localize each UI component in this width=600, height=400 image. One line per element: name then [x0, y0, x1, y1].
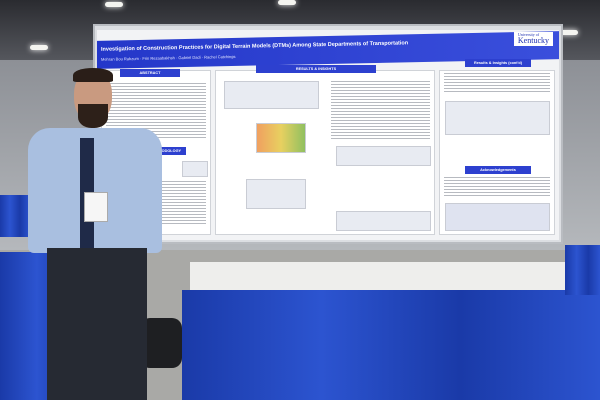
ceiling-light: [105, 2, 123, 7]
map-figure: [182, 161, 208, 177]
side-table: [0, 195, 30, 237]
text-block: [331, 81, 430, 141]
table-top: [190, 262, 580, 292]
ceiling-light: [30, 45, 48, 50]
poster-title: Investigation of Construction Practices …: [101, 40, 409, 53]
section-header: ABSTRACT: [120, 69, 180, 77]
bar-chart-figure: [246, 179, 306, 209]
ceiling-light: [560, 30, 578, 35]
text-block: [162, 181, 206, 226]
bar-chart-figure: [336, 211, 431, 231]
section-header: Results & Insights (cont'd): [465, 59, 531, 67]
section-header: METHODOLOGY: [146, 147, 186, 155]
name-badge: [84, 192, 108, 222]
bar-chart-figure: [445, 101, 550, 135]
poster-authors: Mehran Bou Rabzum · Frin Rezaabakhsh · G…: [101, 53, 236, 62]
section-header: Acknowledgements: [465, 166, 531, 174]
shirt: [28, 128, 162, 253]
beard: [78, 104, 108, 128]
chart-figure: [224, 81, 319, 109]
side-table: [565, 245, 600, 295]
text-block: [444, 73, 550, 93]
heatmap-figure: [256, 123, 306, 153]
bar-chart-figure: [336, 146, 431, 166]
trousers: [47, 248, 147, 400]
poster-column-right: Results & Insights (cont'd) Acknowledgem…: [439, 59, 555, 235]
ceiling-light: [278, 0, 296, 5]
text-block: [444, 177, 550, 197]
backpack: [140, 318, 182, 368]
university-logo: University of Kentucky: [513, 32, 553, 46]
hair: [73, 68, 113, 82]
contact-box: [445, 203, 550, 231]
section-header: RESULTS & INSIGHTS: [256, 65, 376, 73]
table-cloth: [182, 290, 600, 400]
poster-column-middle: RESULTS & INSIGHTS: [215, 65, 435, 235]
poster: Investigation of Construction Practices …: [97, 30, 559, 240]
